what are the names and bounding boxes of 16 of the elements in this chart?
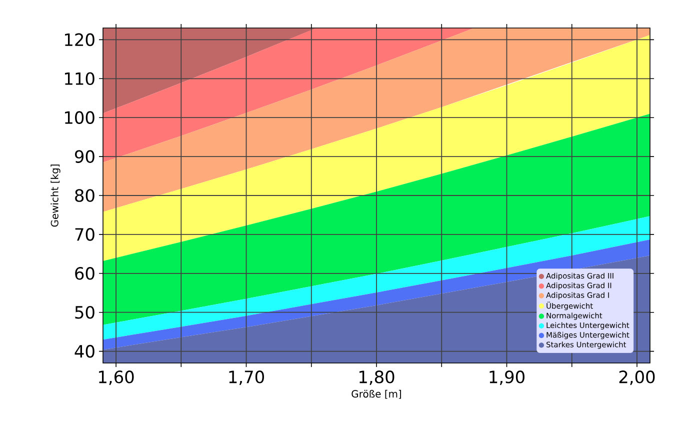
x-tick-label: 1,90 <box>490 370 524 386</box>
y-tick-label: 120 <box>65 33 94 46</box>
y-tick-label: 40 <box>74 344 94 358</box>
x-axis-title: Größe [m] <box>352 390 402 399</box>
y-tick-label: 80 <box>75 189 94 202</box>
y-tick-label: 100 <box>65 111 94 124</box>
y-tick-label: 110 <box>65 72 94 86</box>
y-axis-title: Gewicht [kg] <box>50 164 60 227</box>
x-tick-label: 1,70 <box>229 370 264 386</box>
y-tick-label: 90 <box>75 150 94 163</box>
x-tick-label: 1,60 <box>99 370 134 386</box>
y-tick-label: 60 <box>75 266 94 280</box>
x-tick-label: 1,80 <box>360 370 394 386</box>
y-tick-label: 50 <box>75 306 94 319</box>
y-tick-label: 70 <box>75 228 94 241</box>
x-tick-label: 2,00 <box>619 370 655 386</box>
